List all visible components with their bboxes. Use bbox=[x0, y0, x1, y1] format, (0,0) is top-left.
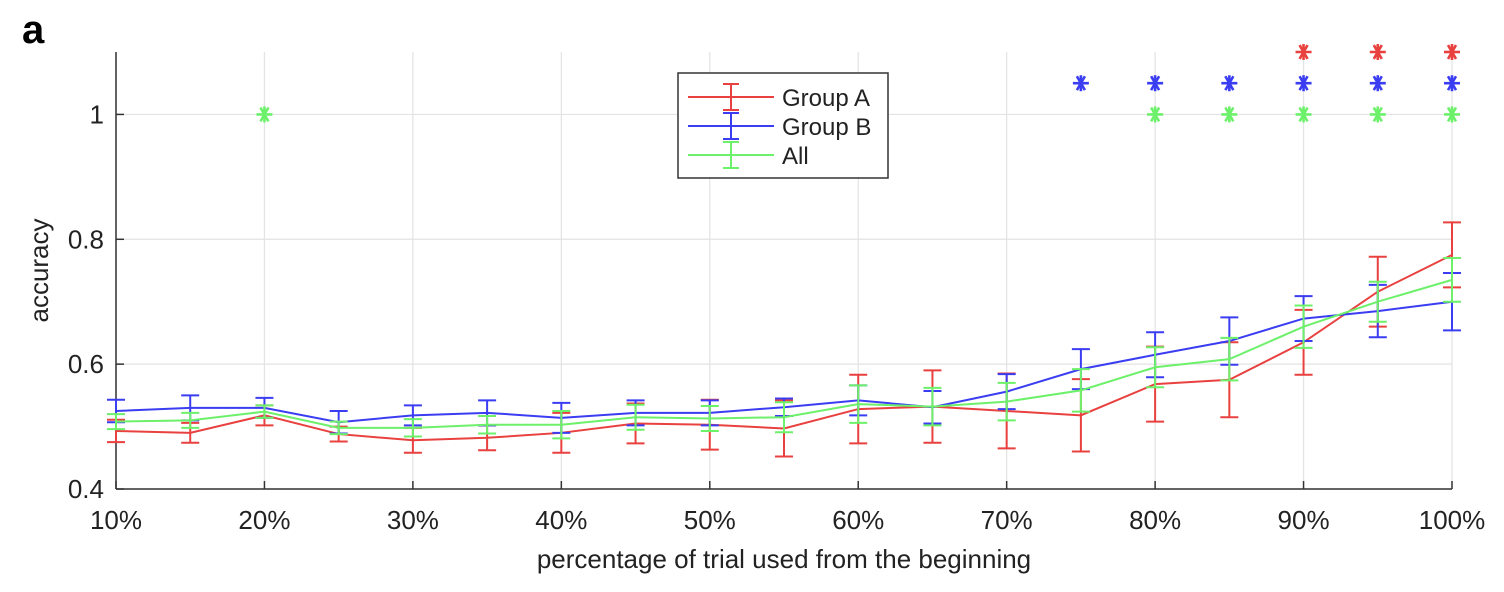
y-tick-label: 0.4 bbox=[68, 474, 104, 504]
panel-label: a bbox=[22, 8, 45, 52]
significance-asterisk bbox=[1072, 75, 1089, 92]
error-bar bbox=[1294, 304, 1313, 349]
significance-asterisk bbox=[256, 106, 273, 123]
y-tick-label: 0.6 bbox=[68, 349, 104, 379]
significance-asterisk bbox=[1444, 106, 1460, 123]
legend-label: Group B bbox=[782, 114, 871, 141]
significance-asterisk bbox=[1295, 75, 1312, 92]
significance-row bbox=[1072, 75, 1460, 92]
significance-asterisk bbox=[1221, 75, 1238, 92]
x-tick-label: 100% bbox=[1419, 505, 1486, 535]
error-bar bbox=[1368, 280, 1387, 323]
error-bar bbox=[181, 411, 200, 429]
error-bar bbox=[107, 413, 125, 431]
significance-asterisk bbox=[1444, 44, 1460, 60]
error-bar bbox=[997, 381, 1016, 422]
legend-box bbox=[677, 72, 889, 179]
significance-asterisk bbox=[1369, 75, 1386, 92]
x-tick-label: 10% bbox=[90, 505, 142, 535]
significance-asterisk bbox=[1369, 106, 1386, 123]
error-bar bbox=[478, 414, 497, 435]
error-bar bbox=[329, 420, 348, 436]
error-bar bbox=[775, 401, 793, 434]
series-all bbox=[107, 257, 1461, 440]
x-tick-label: 60% bbox=[832, 505, 884, 535]
x-tick-label: 40% bbox=[535, 505, 587, 535]
legend-item: Group A bbox=[688, 83, 870, 112]
error-bar bbox=[1146, 346, 1165, 389]
error-bar bbox=[923, 386, 942, 427]
legend-label: All bbox=[782, 143, 809, 170]
y-tick-label: 1 bbox=[90, 99, 104, 129]
error-bar bbox=[1071, 368, 1090, 413]
significance-asterisk bbox=[1295, 44, 1312, 60]
x-tick-label: 70% bbox=[981, 505, 1033, 535]
significance-asterisk bbox=[1444, 75, 1460, 92]
legend-label: Group A bbox=[782, 85, 870, 112]
significance-asterisk bbox=[1369, 44, 1386, 60]
error-bar bbox=[849, 384, 868, 424]
x-tick-label: 20% bbox=[238, 505, 290, 535]
significance-row bbox=[256, 106, 1460, 123]
error-bar bbox=[626, 403, 645, 431]
legend-item: Group B bbox=[688, 112, 871, 141]
significance-asterisk bbox=[1221, 106, 1238, 123]
significance-asterisk bbox=[1295, 106, 1312, 123]
error-bar bbox=[1443, 257, 1461, 303]
error-bar bbox=[700, 404, 719, 432]
x-tick-label: 90% bbox=[1278, 505, 1330, 535]
y-tick-label: 0.8 bbox=[68, 224, 104, 254]
significance-row bbox=[1295, 44, 1460, 60]
error-bar bbox=[255, 404, 274, 419]
legend-item: All bbox=[688, 141, 809, 170]
significance-asterisk bbox=[1147, 75, 1164, 92]
error-bar bbox=[1220, 336, 1239, 382]
y-axis-label: accuracy bbox=[24, 218, 54, 322]
error-bar bbox=[552, 409, 571, 440]
x-tick-label: 80% bbox=[1129, 505, 1181, 535]
x-tick-label: 50% bbox=[684, 505, 736, 535]
error-bar bbox=[403, 418, 422, 438]
x-tick-label: 30% bbox=[387, 505, 439, 535]
significance-asterisk bbox=[1147, 106, 1164, 123]
x-axis-label: percentage of trial used from the beginn… bbox=[537, 544, 1031, 574]
